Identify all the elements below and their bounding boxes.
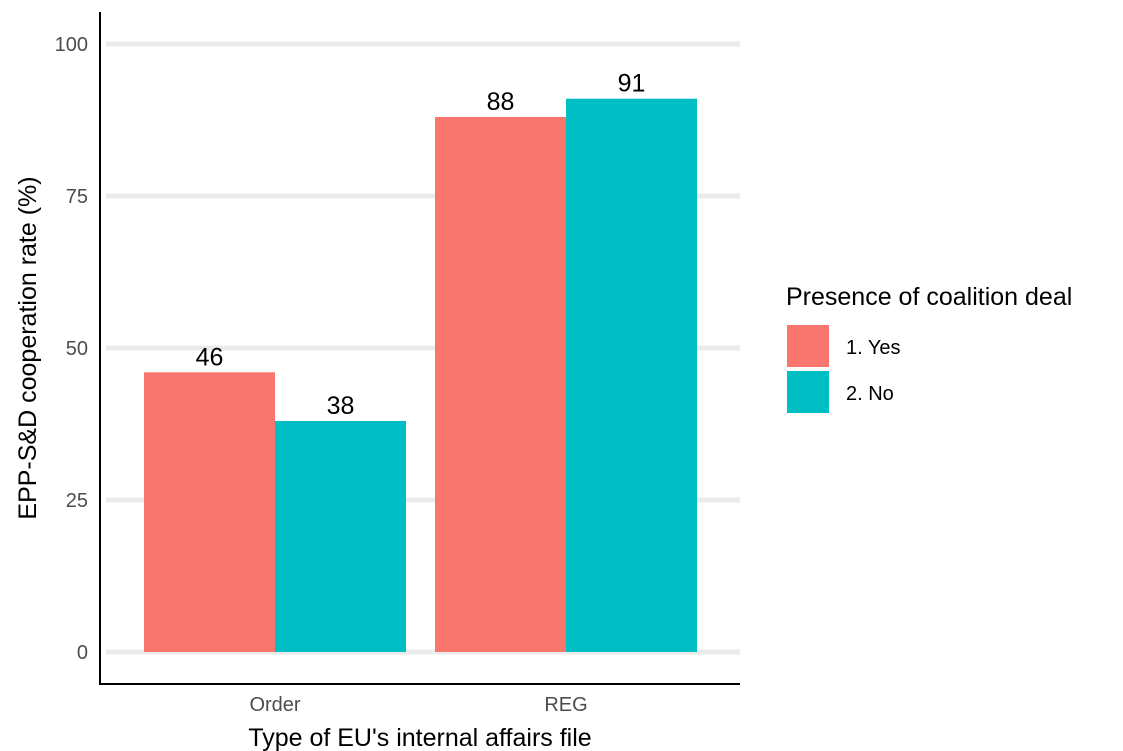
y-tick-label: 100 bbox=[55, 34, 88, 56]
data-labels: 46 38 88 91 bbox=[196, 70, 646, 420]
legend-items: 1. Yes 2. No bbox=[787, 325, 901, 413]
data-label: 38 bbox=[327, 392, 355, 420]
axes bbox=[99, 12, 740, 685]
legend-label: 1. Yes bbox=[846, 337, 901, 359]
data-label: 91 bbox=[618, 70, 646, 98]
legend: Presence of coalition deal 1. Yes 2. No bbox=[786, 283, 1072, 413]
legend-swatch bbox=[787, 325, 829, 367]
bar bbox=[435, 116, 566, 652]
y-tick-label: 0 bbox=[77, 642, 88, 664]
x-tick-label: Order bbox=[249, 694, 300, 716]
legend-label: 2. No bbox=[846, 383, 894, 405]
legend-swatch bbox=[787, 371, 829, 413]
bar bbox=[566, 98, 697, 653]
y-tick-labels: 0 25 50 75 100 bbox=[55, 34, 88, 664]
bar bbox=[144, 372, 275, 652]
y-tick-label: 50 bbox=[66, 338, 88, 360]
bar bbox=[275, 420, 406, 652]
y-tick-label: 75 bbox=[66, 186, 88, 208]
x-axis-title: Type of EU's internal affairs file bbox=[248, 724, 591, 751]
x-tick-labels: Order REG bbox=[249, 694, 587, 716]
y-tick-label: 25 bbox=[66, 490, 88, 512]
x-tick-label: REG bbox=[544, 694, 587, 716]
y-axis-title: EPP-S&D cooperation rate (%) bbox=[14, 176, 42, 519]
data-label: 88 bbox=[487, 88, 515, 116]
legend-title: Presence of coalition deal bbox=[786, 283, 1072, 311]
data-label: 46 bbox=[196, 343, 224, 371]
bars bbox=[144, 98, 697, 653]
